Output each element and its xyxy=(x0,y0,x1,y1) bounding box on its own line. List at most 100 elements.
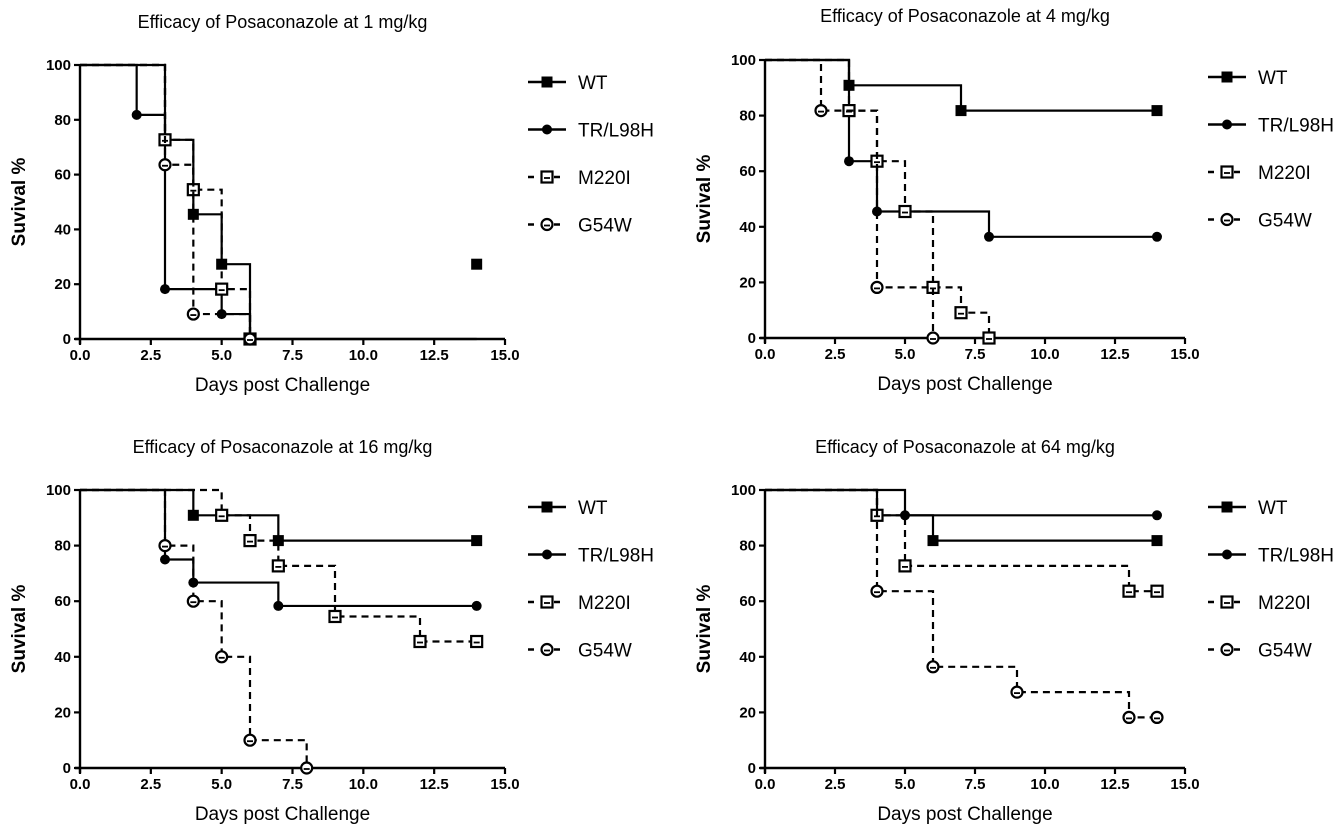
x-tick-label: 5.0 xyxy=(211,776,232,793)
marker-outline xyxy=(1220,595,1234,609)
legend-marker xyxy=(1221,71,1233,83)
legend-item: G54W xyxy=(528,216,632,237)
marker-outline xyxy=(926,331,940,345)
y-axis-title: Suvival % xyxy=(9,158,30,247)
marker-outline xyxy=(215,650,229,664)
legend-marker xyxy=(540,595,554,609)
marker-outline xyxy=(1220,165,1234,179)
data-point xyxy=(870,280,884,295)
legend-marker xyxy=(542,124,552,135)
legend-marker xyxy=(541,501,553,513)
x-tick-label: 5.0 xyxy=(895,776,916,793)
x-tick-label: 15.0 xyxy=(1170,776,1199,793)
data-point xyxy=(898,559,912,573)
legend-item: M220I xyxy=(1208,593,1311,614)
legend-marker xyxy=(1222,549,1232,560)
marker-outline xyxy=(158,538,172,553)
marker-outline xyxy=(186,594,200,608)
data-point xyxy=(272,535,284,547)
data-point xyxy=(243,733,257,747)
marker-outline xyxy=(1122,710,1136,725)
legend-marker xyxy=(1220,595,1234,609)
series-line xyxy=(80,488,477,542)
y-tick-label: 0 xyxy=(748,760,756,777)
marker-outline xyxy=(271,559,285,573)
marker-outline xyxy=(1220,212,1234,227)
marker-outline xyxy=(870,280,884,295)
marker-outline xyxy=(470,634,484,649)
x-tick-label: 5.0 xyxy=(211,347,232,364)
x-tick-label: 5.0 xyxy=(895,346,916,363)
data-point xyxy=(927,535,939,547)
legend-item: G54W xyxy=(528,641,632,662)
legend-marker xyxy=(1222,119,1232,130)
data-point xyxy=(158,538,172,553)
data-point xyxy=(243,332,257,346)
data-point xyxy=(271,559,285,573)
marker-outline xyxy=(1220,642,1234,657)
data-point-end xyxy=(1151,535,1163,547)
y-tick-label: 0 xyxy=(63,331,71,348)
data-point xyxy=(955,105,967,117)
marker-outline xyxy=(540,595,554,609)
y-tick-label: 20 xyxy=(54,704,71,721)
data-point xyxy=(900,510,910,521)
legend-item: TR/L98H xyxy=(1208,116,1334,137)
y-tick-label: 60 xyxy=(739,163,756,180)
x-tick-label: 10.0 xyxy=(349,776,378,793)
x-tick-label: 0.0 xyxy=(755,776,776,793)
data-point xyxy=(814,103,828,118)
legend-marker xyxy=(1220,642,1234,657)
legend-item: WT xyxy=(528,498,608,519)
legend-label: M220I xyxy=(578,593,631,614)
x-tick-label: 2.5 xyxy=(140,776,161,793)
series-g54w xyxy=(80,488,314,775)
marker-outline xyxy=(926,660,940,674)
data-point xyxy=(158,158,172,172)
legend-item: TR/L98H xyxy=(528,121,654,142)
x-tick-label: 10.0 xyxy=(349,347,378,364)
data-point xyxy=(215,282,229,296)
x-tick-label: 7.5 xyxy=(282,347,303,364)
data-point xyxy=(926,331,940,345)
y-tick-label: 40 xyxy=(739,219,756,236)
data-point xyxy=(984,231,994,242)
legend-label: M220I xyxy=(1258,163,1311,184)
x-tick-label: 2.5 xyxy=(825,776,846,793)
marker-outline xyxy=(898,559,912,573)
data-point xyxy=(844,156,854,167)
chart-title: Efficacy of Posaconazole at 1 mg/kg xyxy=(138,12,428,32)
y-tick-label: 0 xyxy=(63,760,71,777)
x-tick-label: 7.5 xyxy=(965,346,986,363)
legend-label: G54W xyxy=(578,216,632,237)
data-point xyxy=(243,533,257,548)
x-tick-label: 10.0 xyxy=(1030,776,1059,793)
data-point-end xyxy=(471,535,483,547)
legend-label: G54W xyxy=(578,641,632,662)
data-point-end xyxy=(471,258,483,270)
data-point xyxy=(1010,685,1024,699)
legend-label: TR/L98H xyxy=(1258,546,1334,567)
series-line xyxy=(80,488,308,768)
data-point-end xyxy=(1151,105,1163,117)
x-tick-label: 7.5 xyxy=(282,776,303,793)
x-tick-label: 15.0 xyxy=(490,347,519,364)
data-point xyxy=(160,554,170,565)
series-g54w xyxy=(765,58,940,345)
data-point xyxy=(982,331,996,345)
data-point-end xyxy=(1150,584,1164,598)
chart-panel-4: Efficacy of Posaconazole at 64 mg/kg 0.0 2… xyxy=(694,437,1334,825)
legend-marker xyxy=(540,217,554,232)
y-tick-label: 60 xyxy=(54,167,71,184)
data-point-end xyxy=(1152,510,1162,521)
legend-marker xyxy=(540,170,554,184)
legend-label: TR/L98H xyxy=(578,546,654,567)
legend-label: M220I xyxy=(578,168,631,189)
y-tick-label: 80 xyxy=(54,112,71,129)
x-tick-label: 2.5 xyxy=(140,347,161,364)
data-point xyxy=(954,306,968,320)
x-tick-label: 12.5 xyxy=(1100,776,1129,793)
chart-title: Efficacy of Posaconazole at 64 mg/kg xyxy=(815,437,1115,457)
x-tick-label: 2.5 xyxy=(825,346,846,363)
